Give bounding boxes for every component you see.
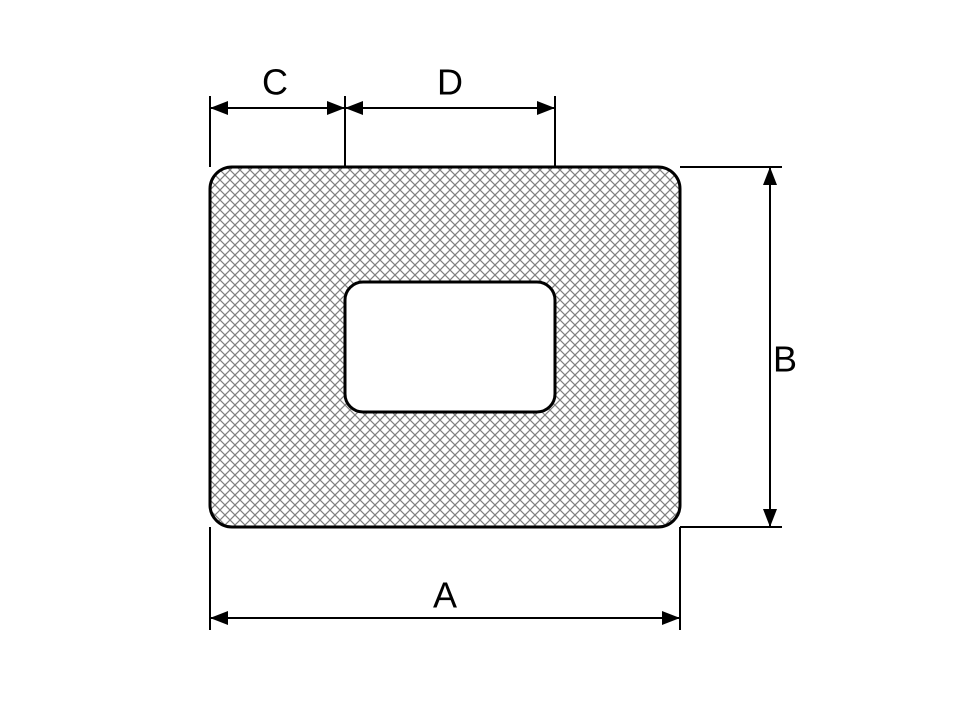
- dim-label-c: C: [262, 62, 288, 103]
- dim-label-d: D: [437, 62, 463, 103]
- technical-drawing: A B C D: [0, 0, 960, 705]
- dim-label-b: B: [773, 339, 797, 380]
- profile-shape: [210, 167, 680, 527]
- dim-label-a: A: [433, 575, 457, 616]
